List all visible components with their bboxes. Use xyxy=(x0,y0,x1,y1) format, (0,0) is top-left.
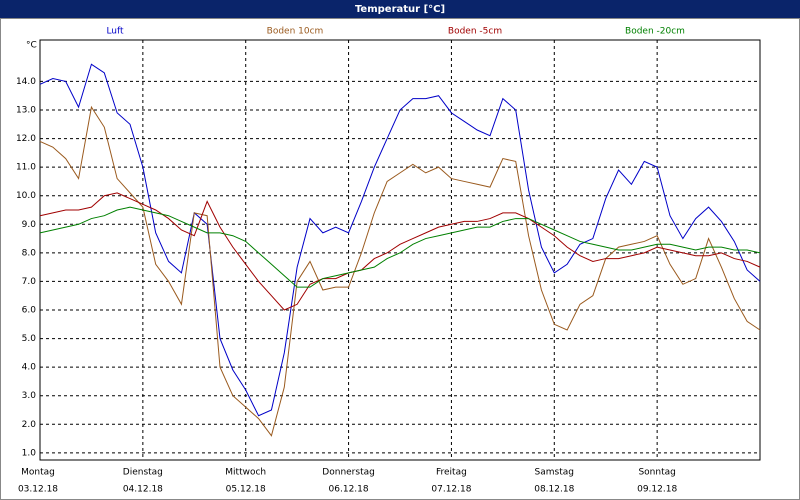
legend-entry: Luft xyxy=(106,27,124,37)
y-tick-label: 11.0 xyxy=(16,163,36,173)
legend-entry: Boden 10cm xyxy=(267,27,324,37)
y-unit: °C xyxy=(26,41,37,51)
y-tick-label: 6.0 xyxy=(22,306,37,316)
y-tick-label: 14.0 xyxy=(16,77,36,87)
x-tick-date: 09.12.18 xyxy=(637,485,677,495)
plot-area xyxy=(39,39,761,461)
x-tick-label: Montag xyxy=(21,468,55,478)
y-tick-label: 9.0 xyxy=(22,220,37,230)
x-tick-label: Mittwoch xyxy=(225,468,266,478)
y-tick-label: 10.0 xyxy=(16,191,36,201)
x-tick-label: Freitag xyxy=(436,468,467,478)
x-tick-date: 03.12.18 xyxy=(18,485,58,495)
y-tick-label: 3.0 xyxy=(22,391,37,401)
x-tick-date: 07.12.18 xyxy=(431,485,471,495)
x-tick-label: Sonntag xyxy=(638,468,675,478)
chart-title: Temperatur [°C] xyxy=(355,4,445,15)
y-tick-label: 5.0 xyxy=(22,334,37,344)
y-tick-label: 7.0 xyxy=(22,277,37,287)
x-tick-label: Samstag xyxy=(535,468,574,478)
y-tick-label: 13.0 xyxy=(16,106,36,116)
series-line xyxy=(39,206,761,288)
x-tick-date: 06.12.18 xyxy=(329,485,369,495)
legend-entry: Boden -5cm xyxy=(448,27,502,37)
legend-entry: Boden -20cm xyxy=(625,27,685,37)
x-tick-date: 08.12.18 xyxy=(534,485,574,495)
series-line xyxy=(39,63,761,417)
series-line xyxy=(39,192,761,311)
title-bar xyxy=(0,0,800,18)
y-tick-label: 1.0 xyxy=(22,448,37,458)
y-tick-label: 2.0 xyxy=(22,420,37,430)
y-tick-label: 4.0 xyxy=(22,363,37,373)
x-tick-date: 04.12.18 xyxy=(123,485,163,495)
x-tick-date: 05.12.18 xyxy=(226,485,266,495)
y-tick-label: 8.0 xyxy=(22,248,37,258)
y-tick-label: 12.0 xyxy=(16,134,36,144)
series-line xyxy=(39,105,761,437)
x-tick-label: Donnerstag xyxy=(322,468,375,478)
x-tick-label: Dienstag xyxy=(123,468,163,478)
